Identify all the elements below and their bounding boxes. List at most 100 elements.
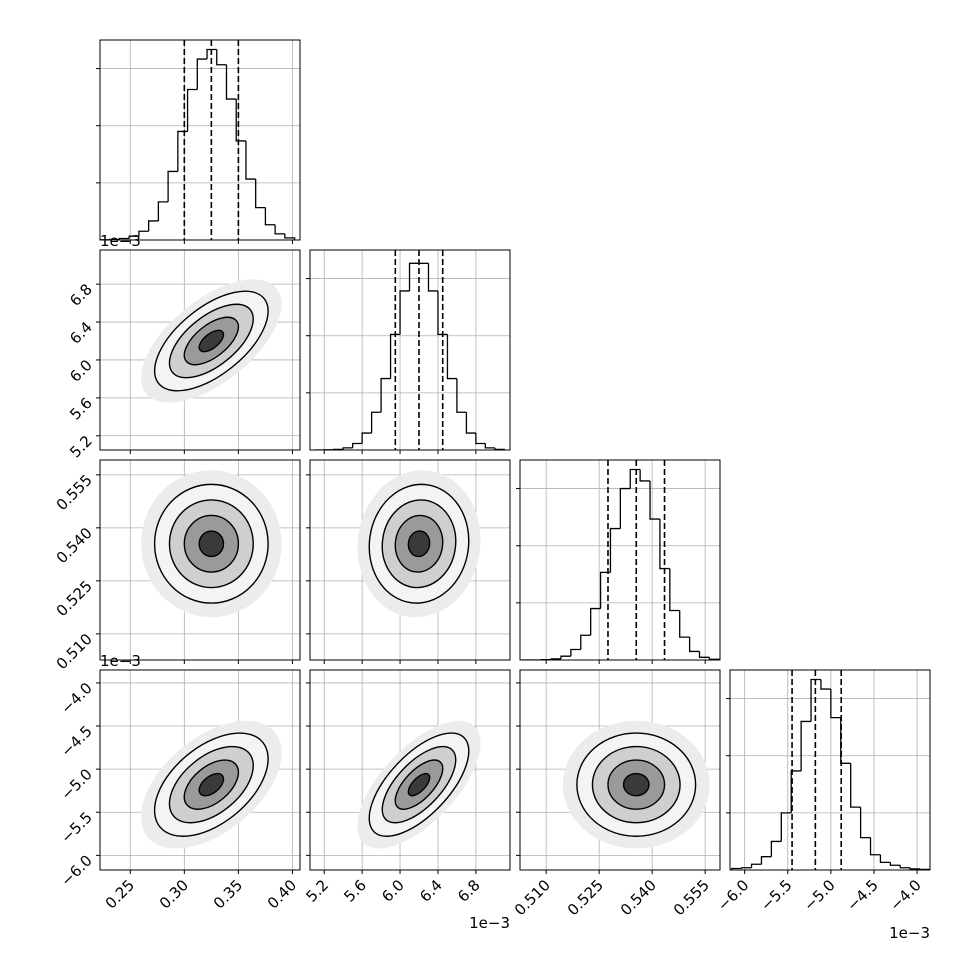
hist-step xyxy=(178,131,188,171)
hist-step xyxy=(265,208,275,225)
hist-step xyxy=(581,635,591,649)
hist-step xyxy=(410,263,419,291)
hist-step xyxy=(561,656,571,659)
y-tick-label: −4.0 xyxy=(57,679,95,717)
panel xyxy=(96,460,300,664)
y-tick-label: 6.0 xyxy=(66,356,96,386)
x-tick-label: 0.25 xyxy=(102,876,138,912)
hist-step xyxy=(400,291,409,334)
hist-step xyxy=(761,857,771,865)
hist-step xyxy=(447,334,456,378)
x-tick-label: 5.6 xyxy=(340,876,370,906)
x-tick-label: −4.5 xyxy=(843,876,881,914)
hist-step xyxy=(752,864,762,867)
density xyxy=(563,721,710,849)
hist-step xyxy=(861,807,871,837)
x-tick-label: 0.525 xyxy=(564,876,607,919)
hist-step xyxy=(285,234,295,240)
hist-step xyxy=(690,637,700,651)
panel xyxy=(96,250,303,454)
panel xyxy=(516,460,720,664)
panel xyxy=(96,40,300,244)
y-tick-label: 5.2 xyxy=(66,432,96,462)
hist-step xyxy=(381,379,390,413)
hist-step xyxy=(485,444,494,448)
hist-step xyxy=(890,862,900,865)
hist-step xyxy=(226,65,236,99)
x-tick-label: −5.5 xyxy=(757,876,795,914)
hist-step xyxy=(197,59,207,89)
contour xyxy=(624,774,649,796)
x-tick-label: 6.0 xyxy=(378,876,408,906)
hist-step xyxy=(466,412,475,433)
x-tick-label: −5.0 xyxy=(800,876,838,914)
hist-step xyxy=(670,569,680,611)
x-tick-label: 6.8 xyxy=(454,876,484,906)
hist-step xyxy=(700,651,710,657)
x-tick-label: 0.555 xyxy=(670,876,713,919)
x-tick-label: 0.35 xyxy=(210,876,246,912)
hist-step xyxy=(372,412,381,433)
y-tick-label: 0.555 xyxy=(53,471,96,514)
hist-step xyxy=(831,689,841,718)
x-tick-label: 0.40 xyxy=(264,876,300,912)
panel-frame xyxy=(730,670,930,870)
hist-step xyxy=(353,444,362,448)
hist-step xyxy=(680,610,690,637)
hist-step xyxy=(275,225,285,234)
panel xyxy=(96,670,305,874)
y-tick-label: −6.0 xyxy=(57,851,95,889)
hist-step xyxy=(428,263,437,291)
panel xyxy=(726,670,930,874)
panel xyxy=(516,670,720,874)
hist-step xyxy=(640,470,650,481)
hist-step xyxy=(457,379,466,413)
contour xyxy=(199,531,223,556)
hist-step xyxy=(476,433,485,443)
hist-step xyxy=(246,141,256,179)
hist-step xyxy=(217,50,227,65)
density xyxy=(141,470,282,617)
panel xyxy=(306,670,510,874)
y-tick-label: 6.4 xyxy=(66,318,96,348)
x-tick-label: 0.540 xyxy=(617,876,660,919)
hist-step xyxy=(851,763,861,807)
x-tick-label: 0.510 xyxy=(511,876,554,919)
x-offset-label: 1e−3 xyxy=(889,924,930,942)
density xyxy=(120,256,302,425)
hist-step xyxy=(880,855,890,863)
hist-step xyxy=(910,868,920,869)
x-offset-label: 1e−3 xyxy=(469,914,510,932)
hist-step xyxy=(343,448,352,450)
x-tick-label: 6.4 xyxy=(416,876,446,906)
hist-step xyxy=(742,868,752,869)
y-tick-label: 0.525 xyxy=(53,577,96,620)
y-tick-label: 0.540 xyxy=(53,524,96,567)
x-tick-label: 5.2 xyxy=(302,876,332,906)
panel xyxy=(306,460,510,664)
hist-step xyxy=(362,433,371,443)
hist-step xyxy=(781,813,791,842)
panel xyxy=(306,250,510,454)
histogram xyxy=(100,50,295,240)
hist-step xyxy=(168,171,178,201)
hist-step xyxy=(188,90,198,132)
hist-step xyxy=(841,718,851,764)
x-tick-label: −6.0 xyxy=(714,876,752,914)
hist-step xyxy=(900,865,910,867)
x-tick-label: 0.30 xyxy=(156,876,192,912)
hist-step xyxy=(801,721,811,771)
density xyxy=(118,696,305,874)
hist-step xyxy=(149,221,159,231)
hist-step xyxy=(821,680,831,690)
hist-step xyxy=(158,202,168,221)
y-offset-label: 1e−3 xyxy=(100,652,141,670)
hist-step xyxy=(256,179,266,208)
histogram xyxy=(521,470,719,660)
hist-step xyxy=(571,650,581,657)
x-tick-label: −4.0 xyxy=(886,876,924,914)
density xyxy=(348,462,490,625)
hist-step xyxy=(650,481,660,519)
hist-step xyxy=(630,470,640,489)
y-tick-label: −5.5 xyxy=(57,808,95,846)
